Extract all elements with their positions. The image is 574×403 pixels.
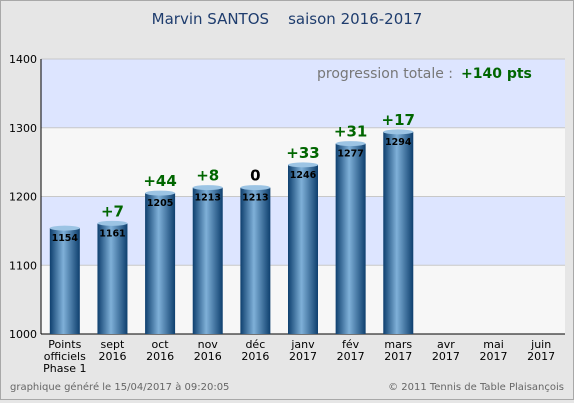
- bar: [335, 143, 366, 334]
- bar-delta-label: +44: [143, 172, 176, 190]
- x-tick-label: 2016: [194, 350, 222, 363]
- bar-cap: [97, 220, 128, 226]
- x-tick-label: janv: [290, 338, 315, 351]
- x-tick-label: fév: [342, 338, 360, 351]
- x-tick-label: juin: [530, 338, 551, 351]
- x-tick-label: Points: [48, 338, 81, 351]
- progression-label: progression totale :: [317, 66, 453, 82]
- x-tick-label: 2016: [98, 350, 126, 363]
- bar-value-label: 1213: [242, 193, 268, 204]
- bar: [97, 223, 128, 334]
- bar-delta-label: +7: [101, 202, 124, 220]
- grid-band: [41, 59, 565, 128]
- bar-value-label: 1205: [147, 198, 173, 209]
- x-tick-label: 2017: [384, 350, 412, 363]
- x-tick-label: avr: [437, 338, 455, 351]
- plot-area: 1000 1100 1200 1300 1400 PointsofficielsPhase…: [9, 53, 565, 375]
- progression-value: +140 pts: [461, 66, 532, 82]
- x-tick-label: 2017: [432, 350, 460, 363]
- x-tick-label: nov: [198, 338, 219, 351]
- x-tick-label: 2017: [480, 350, 508, 363]
- x-tick-label: Phase 1: [43, 362, 86, 375]
- footer-copyright: © 2011 Tennis de Table Plaisançois: [388, 382, 564, 393]
- bar-cap: [383, 129, 414, 135]
- bar-cap: [49, 225, 80, 231]
- bar: [383, 131, 414, 334]
- bar-value-label: 1161: [99, 228, 125, 239]
- bar-cap: [240, 185, 271, 191]
- x-tick-label: déc: [245, 338, 265, 351]
- bar: [145, 193, 176, 334]
- bar-delta-label: +33: [286, 144, 319, 162]
- x-tick-label: 2016: [241, 350, 269, 363]
- bar: [240, 187, 271, 334]
- x-tick-label: mars: [384, 338, 412, 351]
- x-tick-label: officiels: [44, 350, 86, 363]
- bar-value-label: 1246: [290, 170, 317, 181]
- bar-cap: [145, 190, 176, 196]
- x-tick-label: sept: [101, 338, 125, 351]
- bar: [288, 164, 318, 334]
- y-tick-label: 1100: [9, 259, 37, 272]
- footer-generated: graphique généré le 15/04/2017 à 09:20:0…: [10, 381, 229, 393]
- bar-value-label: 1154: [52, 233, 79, 244]
- bar-value-label: 1277: [337, 149, 363, 160]
- y-tick-label: 1400: [9, 53, 37, 66]
- x-tick-label: 2017: [289, 350, 317, 363]
- y-tick-label: 1200: [9, 191, 37, 204]
- x-tick-label: mai: [483, 338, 504, 351]
- chart-title: Marvin SANTOS saison 2016-2017: [152, 10, 423, 28]
- bar: [192, 187, 223, 334]
- x-tick-label: oct: [152, 338, 170, 351]
- bar-value-label: 1294: [385, 137, 412, 148]
- bar-delta-label: +8: [196, 167, 219, 185]
- y-tick-label: 1300: [9, 122, 37, 135]
- x-tick-label: 2017: [527, 350, 555, 363]
- bar-value-label: 1213: [195, 193, 221, 204]
- bar-cap: [192, 185, 223, 191]
- x-tick-label: 2016: [146, 350, 174, 363]
- bar-delta-label: 0: [250, 167, 260, 185]
- x-tick-label: 2017: [337, 350, 365, 363]
- y-tick-label: 1000: [9, 328, 37, 341]
- bar-delta-label: +31: [334, 123, 367, 141]
- bar-cap: [335, 141, 366, 147]
- bar-delta-label: +17: [382, 111, 415, 129]
- bar: [49, 228, 80, 334]
- bar-cap: [288, 162, 318, 168]
